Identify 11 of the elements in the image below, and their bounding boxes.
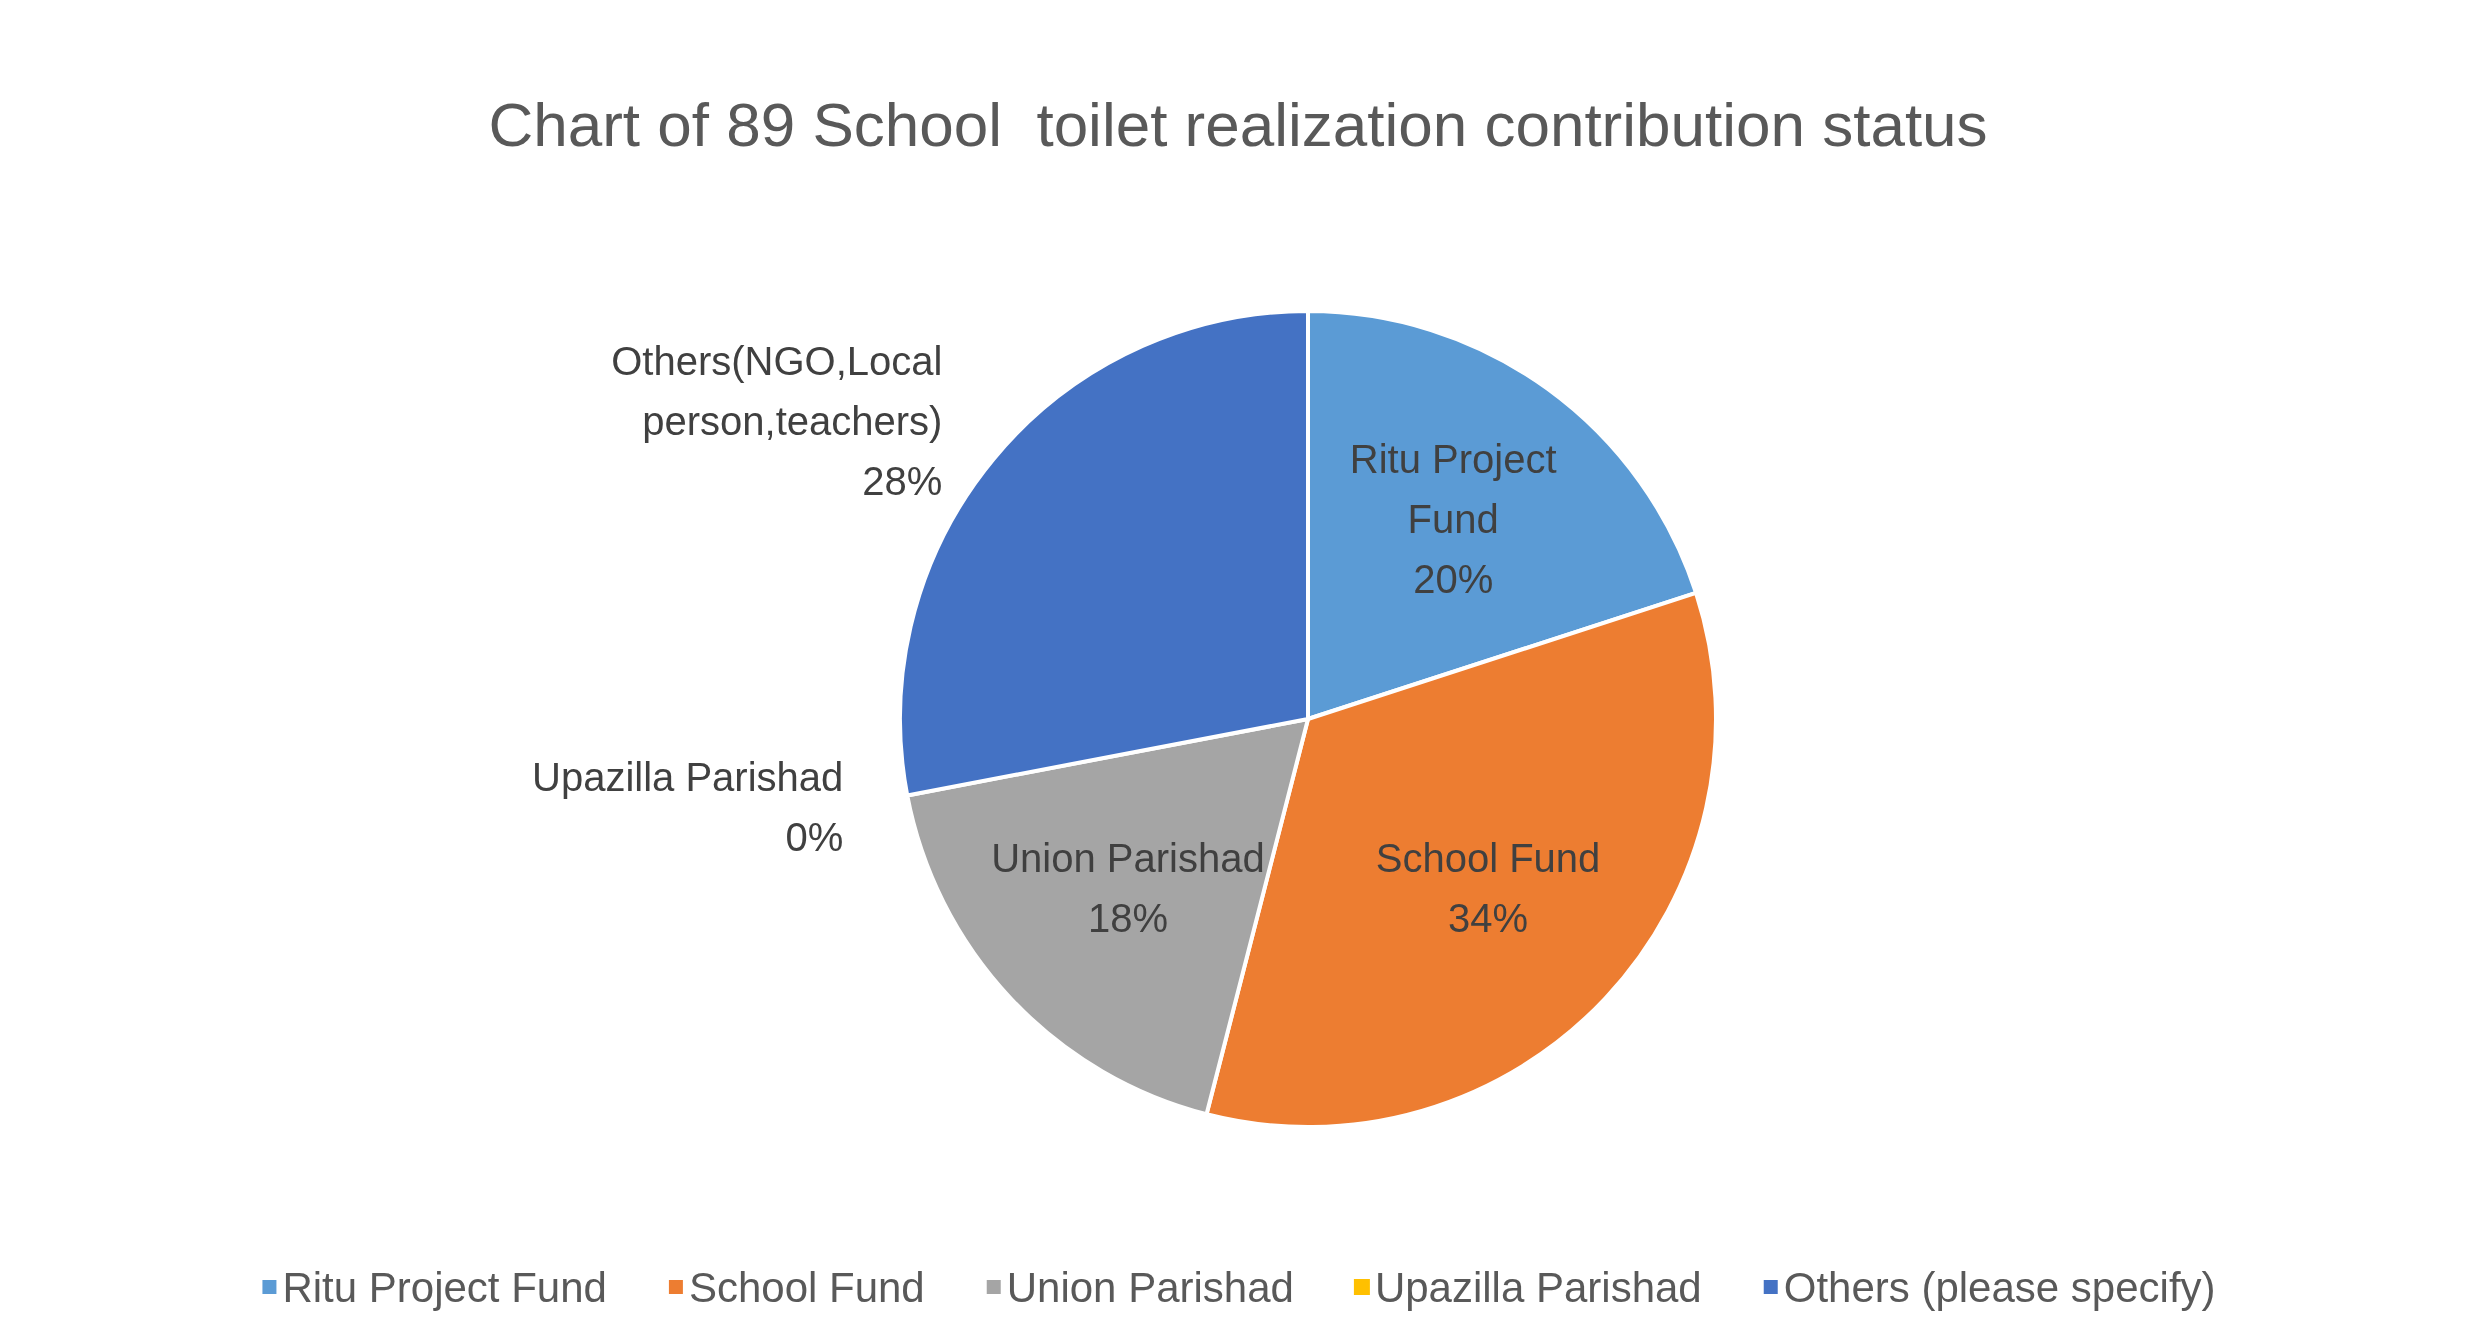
data-label: Union Parishad 18% bbox=[991, 836, 1265, 941]
text: Upazilla Parishad 0% bbox=[532, 754, 844, 859]
chart-title: Chart of 89 School toilet realization contribution status bbox=[488, 89, 1988, 159]
legend-label: Others (please specify) bbox=[1783, 1263, 2216, 1311]
legend-label: School Fund bbox=[688, 1263, 925, 1311]
data-label: School Fund 34% bbox=[1375, 836, 1601, 941]
legend-label: Union Parishad bbox=[1006, 1263, 1294, 1311]
data-label: Others(NGO,Local person,teachers) 28% bbox=[611, 338, 943, 503]
legend-label: Upazilla Parishad bbox=[1374, 1263, 1702, 1311]
legend-label: Ritu Project Fund bbox=[282, 1263, 607, 1311]
data-label: Ritu Project Fund 20% bbox=[1349, 437, 1557, 602]
